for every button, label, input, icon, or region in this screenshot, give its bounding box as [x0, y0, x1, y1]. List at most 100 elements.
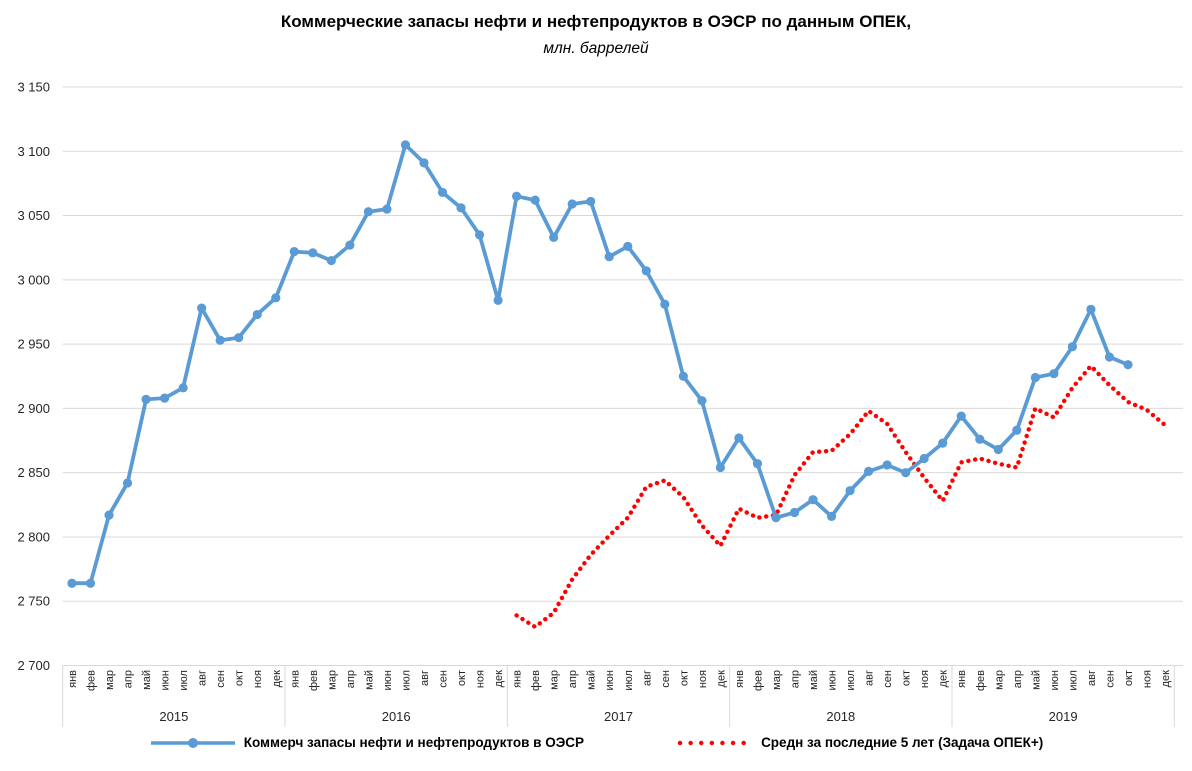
x-axis-month-label: дек — [1160, 670, 1172, 688]
data-point-marker — [734, 433, 744, 443]
x-axis-month-label: апр — [567, 670, 579, 688]
x-axis-month-label: ноя — [475, 670, 487, 688]
data-point-marker — [882, 460, 892, 470]
data-point-marker — [771, 513, 781, 523]
legend-label-commercial-stocks: Коммерч запасы нефти и нефтепродуктов в … — [243, 735, 585, 750]
x-axis-month-label: окт — [901, 670, 913, 686]
x-axis-month-label: июн — [604, 670, 616, 690]
data-point-marker — [919, 453, 929, 464]
y-axis-tick-label: 3 150 — [17, 80, 50, 95]
data-point-marker — [567, 199, 577, 209]
data-point-marker — [215, 335, 225, 345]
x-axis-month-label: сен — [437, 670, 449, 688]
x-axis-month-label: янв — [289, 670, 301, 688]
x-axis-month-label: дек — [938, 670, 950, 688]
x-axis-year-label: 2017 — [604, 709, 633, 724]
data-point-marker — [660, 299, 670, 309]
data-point-marker — [993, 444, 1003, 455]
data-point-marker — [400, 140, 411, 150]
x-axis-month-label: апр — [345, 670, 357, 688]
x-axis-month-label: фев — [752, 670, 764, 691]
data-point-marker — [456, 203, 466, 213]
x-axis-month-label: янв — [67, 670, 79, 688]
data-point-marker — [252, 309, 262, 320]
legend-item-5yr-average: Средн за последние 5 лет (Задача ОПЕК+) — [676, 735, 1043, 750]
legend-solid-line-sample-icon — [150, 737, 235, 748]
x-axis-month-label: апр — [1012, 670, 1024, 688]
data-point-marker — [271, 293, 281, 303]
x-axis-month-label: фев — [975, 670, 987, 691]
y-axis-tick-label: 3 000 — [17, 272, 50, 287]
x-axis-month-label: сен — [215, 670, 227, 688]
x-axis-month-label: апр — [123, 670, 135, 688]
x-axis-month-label: май — [363, 670, 375, 690]
x-axis-month-label: сен — [882, 670, 894, 688]
x-axis-month-label: фев — [308, 670, 320, 691]
chart-title: Коммерческие запасы нефти и нефтепродукт… — [280, 12, 912, 31]
x-axis-month-label: сен — [660, 670, 672, 688]
x-axis-month-label: июл — [178, 670, 190, 691]
x-axis-month-label: янв — [956, 670, 968, 688]
series-line-5yr-average — [514, 363, 1168, 630]
data-point-marker — [178, 383, 188, 393]
data-point-marker — [530, 195, 540, 205]
data-point-marker — [826, 511, 837, 521]
data-point-marker — [956, 411, 966, 421]
x-axis-month-label: мар — [549, 670, 561, 690]
legend-label-5yr-average: Средн за последние 5 лет (Задача ОПЕК+) — [761, 735, 1044, 750]
data-point-marker — [549, 232, 559, 243]
data-point-marker — [641, 266, 651, 276]
x-axis-month-label: янв — [734, 670, 746, 688]
x-axis-month-label: ноя — [1142, 670, 1154, 688]
series-line-commercial-stocks — [72, 142, 1129, 586]
data-point-marker — [1123, 360, 1133, 370]
x-axis-month-label: авг — [1086, 670, 1098, 686]
x-axis-month-label: янв — [512, 670, 524, 688]
x-axis-year-label: 2015 — [159, 709, 188, 724]
data-point-marker — [678, 371, 688, 381]
x-axis-year-label: 2018 — [826, 709, 855, 724]
y-axis-tick-label: 2 850 — [17, 465, 50, 480]
x-axis-month-label: июн — [827, 670, 839, 690]
x-axis-month-label: фев — [530, 670, 542, 691]
data-point-marker — [808, 495, 818, 505]
data-point-marker — [289, 246, 299, 257]
data-point-marker — [975, 434, 985, 444]
series-line-commercial-stocks — [67, 140, 1133, 588]
series-line-5yr-average — [514, 363, 1168, 630]
data-point-marker — [1049, 369, 1059, 379]
y-axis-tick-label: 3 050 — [17, 208, 50, 223]
data-point-marker — [845, 486, 855, 496]
y-axis-tick-label: 3 100 — [17, 144, 50, 159]
data-point-marker — [419, 158, 429, 168]
data-point-marker — [104, 510, 114, 520]
x-axis-month-label: май — [141, 670, 153, 690]
x-axis-month-label: ноя — [697, 670, 709, 688]
data-point-marker — [122, 478, 133, 488]
x-axis-month-label: июн — [160, 670, 172, 690]
x-axis-year-label: 2019 — [1049, 709, 1078, 724]
x-axis-month-label: июл — [1067, 670, 1079, 691]
data-point-marker — [234, 333, 244, 343]
x-axis-year-separators — [62, 665, 1175, 727]
data-point-marker — [1104, 352, 1115, 362]
x-axis-month-label: фев — [85, 670, 97, 691]
x-axis-month-label: май — [808, 670, 820, 690]
x-axis-month-label: май — [586, 670, 598, 690]
y-axis-tick-label: 2 800 — [17, 529, 50, 544]
x-axis-month-labels: янв фев мар апр май июн июл авг сен окт ноя дек янв ф… — [67, 670, 1172, 691]
x-axis-month-label: ноя — [252, 670, 264, 688]
x-axis-month-label: июн — [1049, 670, 1061, 690]
x-axis-month-label: июн — [382, 670, 394, 690]
x-axis-month-label: окт — [234, 670, 246, 686]
data-point-marker — [623, 241, 633, 252]
x-axis-month-label: авг — [864, 670, 876, 686]
data-point-marker — [715, 462, 725, 473]
data-point-marker — [382, 204, 392, 214]
x-axis-month-label: авг — [197, 670, 209, 686]
data-point-marker — [493, 295, 503, 306]
legend-dotted-line-sample-icon — [677, 740, 753, 745]
x-axis-month-label: мар — [771, 670, 783, 690]
data-point-marker — [789, 507, 800, 518]
